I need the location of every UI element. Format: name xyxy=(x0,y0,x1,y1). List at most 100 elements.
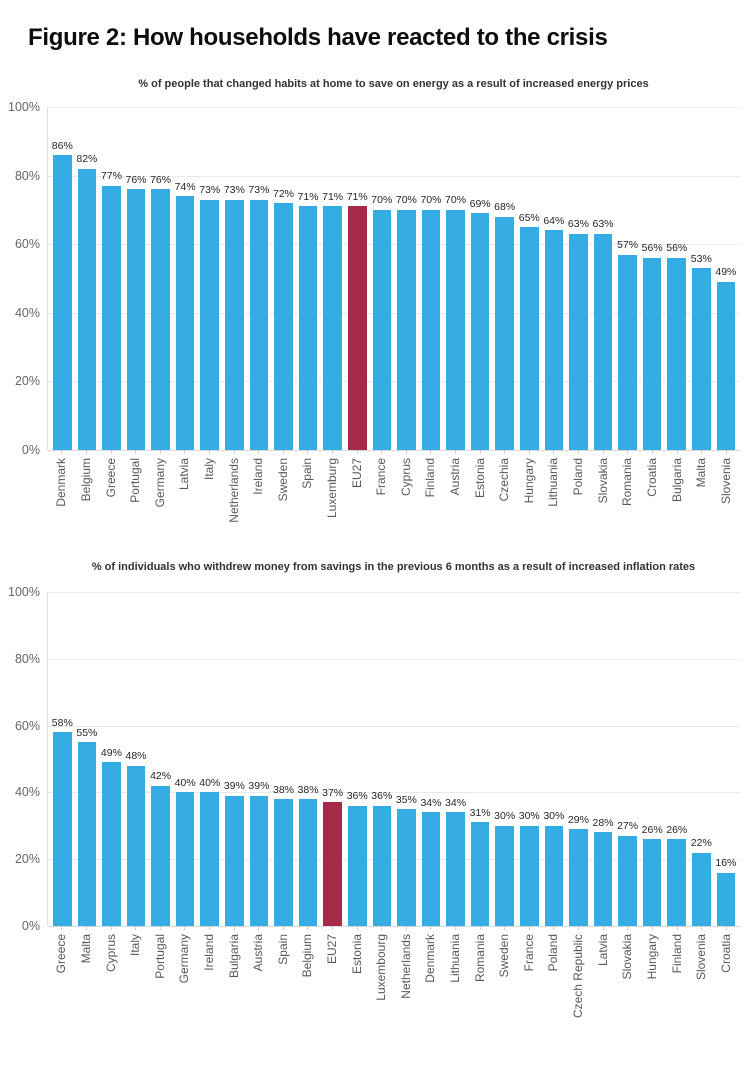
bar-column-malta: 55% xyxy=(75,592,100,926)
bar-luxemburg xyxy=(323,206,342,450)
bar-value-label: 34% xyxy=(420,796,442,809)
bar-column-france: 70% xyxy=(370,107,395,450)
y-axis-tick-label: 60% xyxy=(14,718,40,733)
bar-column-cyprus: 49% xyxy=(99,592,124,926)
bar-value-label: 68% xyxy=(494,201,516,214)
bar-column-greece: 58% xyxy=(50,592,75,926)
bar-finland xyxy=(667,839,687,926)
gridline xyxy=(48,107,740,108)
x-axis-tick: Italy xyxy=(197,450,222,545)
x-axis-label-france: France xyxy=(374,458,389,496)
y-axis-tick-label: 40% xyxy=(14,305,40,320)
bar-value-label: 56% xyxy=(641,242,663,255)
bar-column-portugal: 42% xyxy=(148,592,173,926)
bar-column-portugal: 76% xyxy=(124,107,149,450)
bar-value-label: 82% xyxy=(76,153,98,166)
bar-malta xyxy=(77,742,97,926)
bar-column-luxemburg: 71% xyxy=(320,107,345,450)
bar-value-label: 39% xyxy=(223,780,245,793)
x-axis-tick: Cyprus xyxy=(98,926,123,1054)
x-axis-tick: Lithuania xyxy=(443,926,468,1054)
bar-value-label: 36% xyxy=(346,790,368,803)
x-axis-tick: Spain xyxy=(270,926,295,1054)
bar-poland xyxy=(544,825,564,926)
bar-column-slovakia: 27% xyxy=(615,592,640,926)
bar-column-belgium: 82% xyxy=(75,107,100,450)
bar-value-label: 76% xyxy=(125,173,147,186)
y-axis-tick-label: 0% xyxy=(21,919,40,933)
bar-column-sweden: 72% xyxy=(271,107,296,450)
bar-value-label: 76% xyxy=(150,173,172,186)
bar-value-label: 35% xyxy=(395,793,417,806)
x-axis-label-estonia: Estonia xyxy=(349,934,364,975)
bar-value-label: 26% xyxy=(666,823,688,836)
bar-column-denmark: 34% xyxy=(419,592,444,926)
bar-value-label: 28% xyxy=(592,816,614,829)
bar-column-ireland: 73% xyxy=(247,107,272,450)
bar-spain xyxy=(298,206,318,450)
bar-column-estonia: 69% xyxy=(468,107,493,450)
bar-latvia xyxy=(175,196,195,450)
chart-title: % of people that changed habits at home … xyxy=(138,78,649,90)
bar-column-belgium: 38% xyxy=(296,592,321,926)
bar-sweden xyxy=(495,825,514,926)
bar-value-label: 69% xyxy=(469,197,491,210)
x-axis-label-greece: Greece xyxy=(103,458,118,498)
bar-value-label: 74% xyxy=(174,180,196,193)
gridline xyxy=(48,381,740,383)
x-axis-tick: Greece xyxy=(49,926,74,1054)
bar-value-label: 58% xyxy=(51,716,73,729)
bar-column-slovenia: 22% xyxy=(689,592,714,926)
x-axis-label-denmark: Denmark xyxy=(423,934,438,983)
x-axis-tick: Greece xyxy=(98,450,123,545)
bar-value-label: 30% xyxy=(543,810,565,823)
bar-slovakia xyxy=(593,233,613,450)
x-axis-tick: Estonia xyxy=(467,450,492,545)
bar-luxembourg xyxy=(372,805,392,926)
bar-malta xyxy=(692,268,711,450)
x-axis-tick: EU27 xyxy=(320,926,345,1054)
bar-poland xyxy=(569,233,588,450)
bar-column-austria: 70% xyxy=(443,107,468,450)
x-axis-label-estonia: Estonia xyxy=(472,458,487,499)
bar-czechia xyxy=(495,216,514,450)
x-axis-label-germany: Germany xyxy=(177,934,192,984)
x-axis-tick: Austria xyxy=(443,450,468,545)
y-axis: 100% 80% 60% 40% 20% 0% xyxy=(4,100,47,457)
bar-value-label: 64% xyxy=(543,214,565,227)
x-axis-label-romania: Romania xyxy=(620,458,635,507)
bar-column-latvia: 28% xyxy=(591,592,616,926)
bar-column-eu27: 71% xyxy=(345,107,370,450)
bar-value-label: 73% xyxy=(199,184,221,197)
x-axis-tick: Slovenia xyxy=(713,450,738,545)
gridline xyxy=(48,926,740,927)
bar-portugal xyxy=(126,189,146,450)
bar-column-italy: 73% xyxy=(197,107,222,450)
bar-value-label: 40% xyxy=(199,776,221,789)
x-axis-tick: Denmark xyxy=(49,450,74,545)
bar-portugal xyxy=(151,785,170,926)
x-axis-tick: Hungary xyxy=(640,926,665,1054)
y-axis-tick-label: 20% xyxy=(14,374,40,389)
bar-romania xyxy=(470,822,490,926)
x-axis-label-italy: Italy xyxy=(128,934,143,957)
bar-value-label: 39% xyxy=(248,780,270,793)
bar-column-lithuania: 34% xyxy=(443,592,468,926)
bar-greece xyxy=(102,185,121,450)
x-axis-label-netherlands: Netherlands xyxy=(226,458,241,523)
x-axis-tick: Netherlands xyxy=(221,450,246,545)
x-axis-tick: Malta xyxy=(74,926,99,1054)
bar-netherlands xyxy=(225,199,244,450)
x-axis-tick: Czech Republic xyxy=(566,926,591,1054)
gridlines xyxy=(48,107,740,451)
x-axis-tick: Spain xyxy=(295,450,320,545)
x-axis-label-belgium: Belgium xyxy=(78,458,93,502)
bar-value-label: 30% xyxy=(518,810,540,823)
x-axis-tick: Croatia xyxy=(713,926,738,1054)
x-axis-tick: Luxembourg xyxy=(369,926,394,1054)
bar-bulgaria xyxy=(225,795,244,926)
bar-column-estonia: 36% xyxy=(345,592,370,926)
gridline xyxy=(48,312,740,314)
bar-value-label: 40% xyxy=(174,776,196,789)
bar-italy xyxy=(200,199,220,450)
